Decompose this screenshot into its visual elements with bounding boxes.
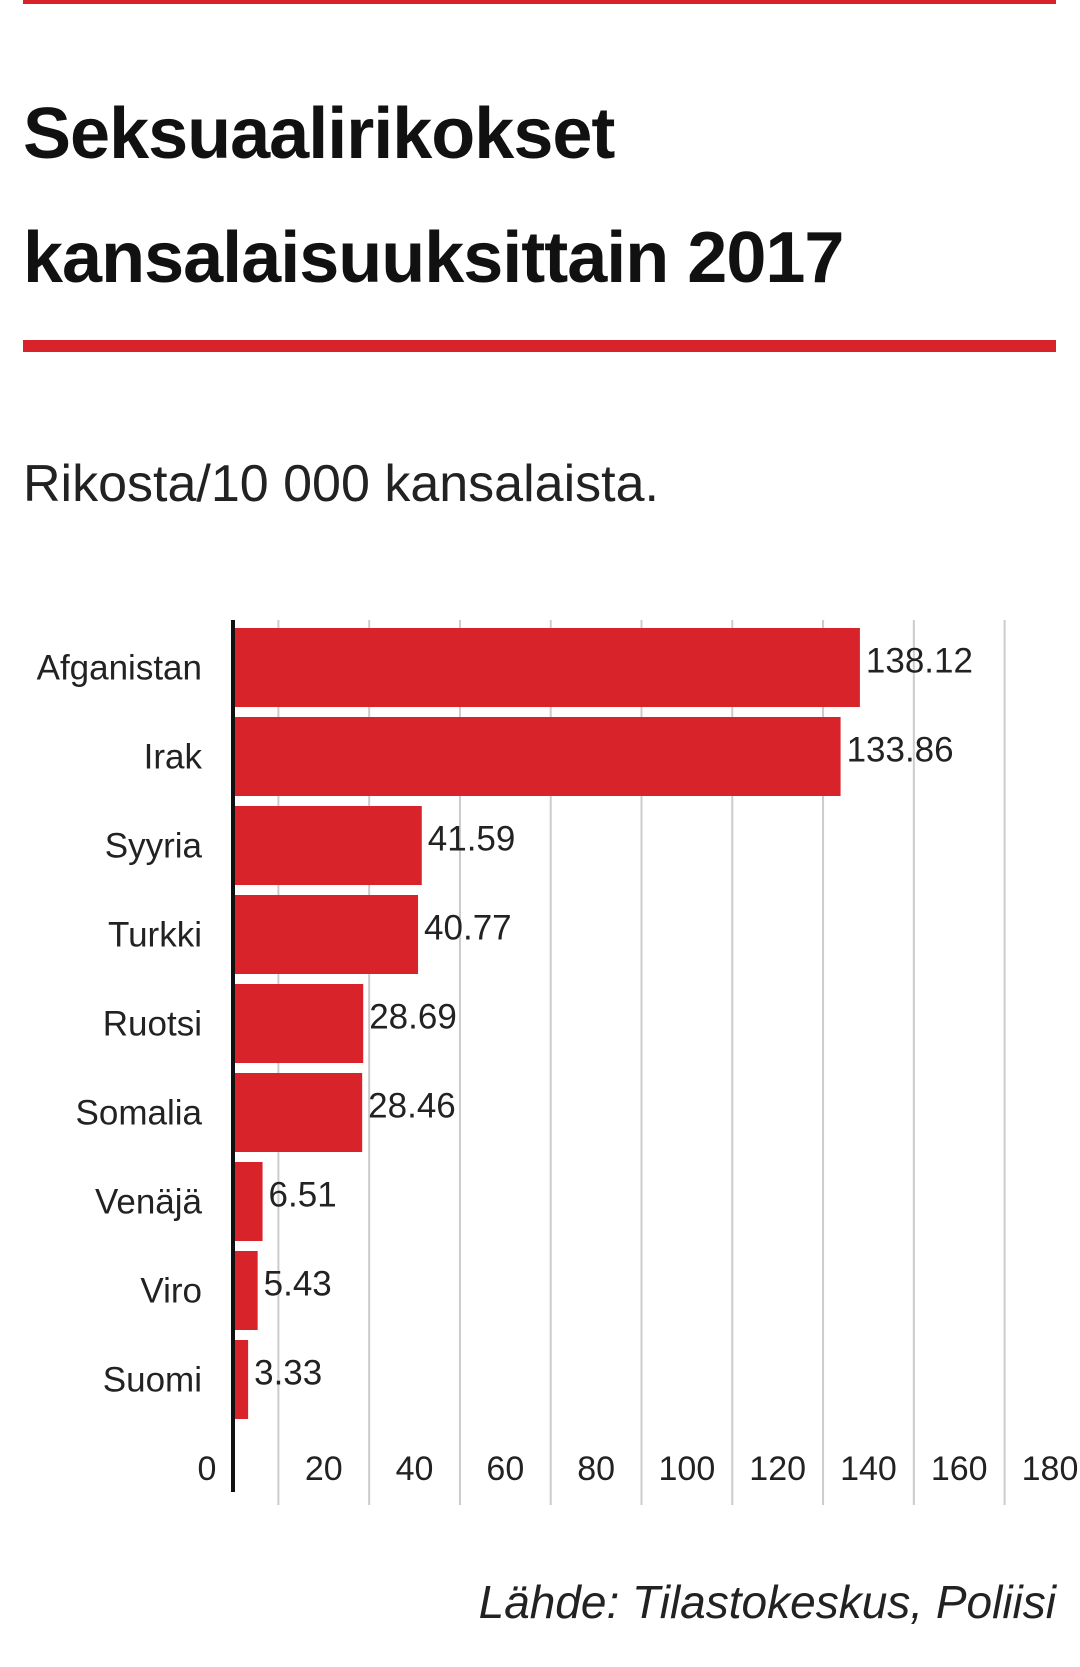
- category-label: Venäjä: [95, 1183, 203, 1222]
- x-tick-label: 180: [1022, 1450, 1079, 1488]
- x-tick-label: 140: [840, 1450, 897, 1488]
- category-label: Turkki: [108, 916, 202, 955]
- top-rule: [23, 0, 1056, 4]
- bar: [233, 984, 364, 1063]
- bar: [233, 895, 419, 974]
- category-label: Syyria: [105, 827, 203, 866]
- data-label: 3.33: [254, 1354, 322, 1393]
- bars: [233, 628, 860, 1419]
- x-tick-label: 60: [486, 1450, 524, 1488]
- title-line-2: kansalaisuuksittain 2017: [23, 218, 844, 298]
- bar: [233, 806, 422, 885]
- x-tick-label: 0: [198, 1450, 217, 1488]
- x-tick-label: 40: [396, 1450, 434, 1488]
- bar-chart: 138.12 133.86 41.59 40.77 28.69 28.46 6.51 5.43…: [37, 620, 1079, 1505]
- category-label: Afganistan: [37, 649, 202, 688]
- data-label: 40.77: [424, 909, 512, 948]
- data-label: 41.59: [428, 820, 516, 859]
- x-tick-label: 120: [749, 1450, 806, 1488]
- bar: [233, 628, 860, 707]
- category-label: Irak: [144, 738, 203, 777]
- bar: [233, 1251, 258, 1330]
- category-labels: Afganistan Irak Syyria Turkki Ruotsi Somalia V…: [37, 649, 203, 1400]
- bar: [233, 1340, 249, 1419]
- data-labels: 138.12 133.86 41.59 40.77 28.69 28.46 6.51 5.43…: [254, 642, 973, 1393]
- title-underline: [23, 340, 1056, 352]
- data-label: 5.43: [264, 1265, 332, 1304]
- title-line-1: Seksuaalirikokset: [23, 94, 615, 174]
- bar: [233, 1162, 263, 1241]
- bar: [233, 1073, 363, 1152]
- category-label: Ruotsi: [103, 1005, 202, 1044]
- category-label: Viro: [140, 1272, 202, 1311]
- x-tick-label: 20: [305, 1450, 343, 1488]
- x-tick-label: 100: [659, 1450, 716, 1488]
- data-label: 28.46: [368, 1087, 456, 1126]
- data-label: 6.51: [269, 1176, 337, 1215]
- x-tick-labels: 0 20 40 60 80 100 120 140 160 180: [198, 1450, 1079, 1488]
- source-note: Lähde: Tilastokeskus, Poliisi: [478, 1576, 1056, 1628]
- bar: [233, 717, 841, 796]
- data-label: 138.12: [866, 642, 973, 681]
- x-tick-label: 80: [577, 1450, 615, 1488]
- chart-subtitle: Rikosta/10 000 kansalaista.: [23, 455, 659, 513]
- category-label: Suomi: [103, 1361, 202, 1400]
- data-label: 28.69: [369, 998, 457, 1037]
- x-tick-label: 160: [931, 1450, 988, 1488]
- category-label: Somalia: [76, 1094, 203, 1133]
- chart-title: Seksuaalirikokset kansalaisuuksittain 20…: [23, 72, 1023, 320]
- data-label: 133.86: [847, 731, 954, 770]
